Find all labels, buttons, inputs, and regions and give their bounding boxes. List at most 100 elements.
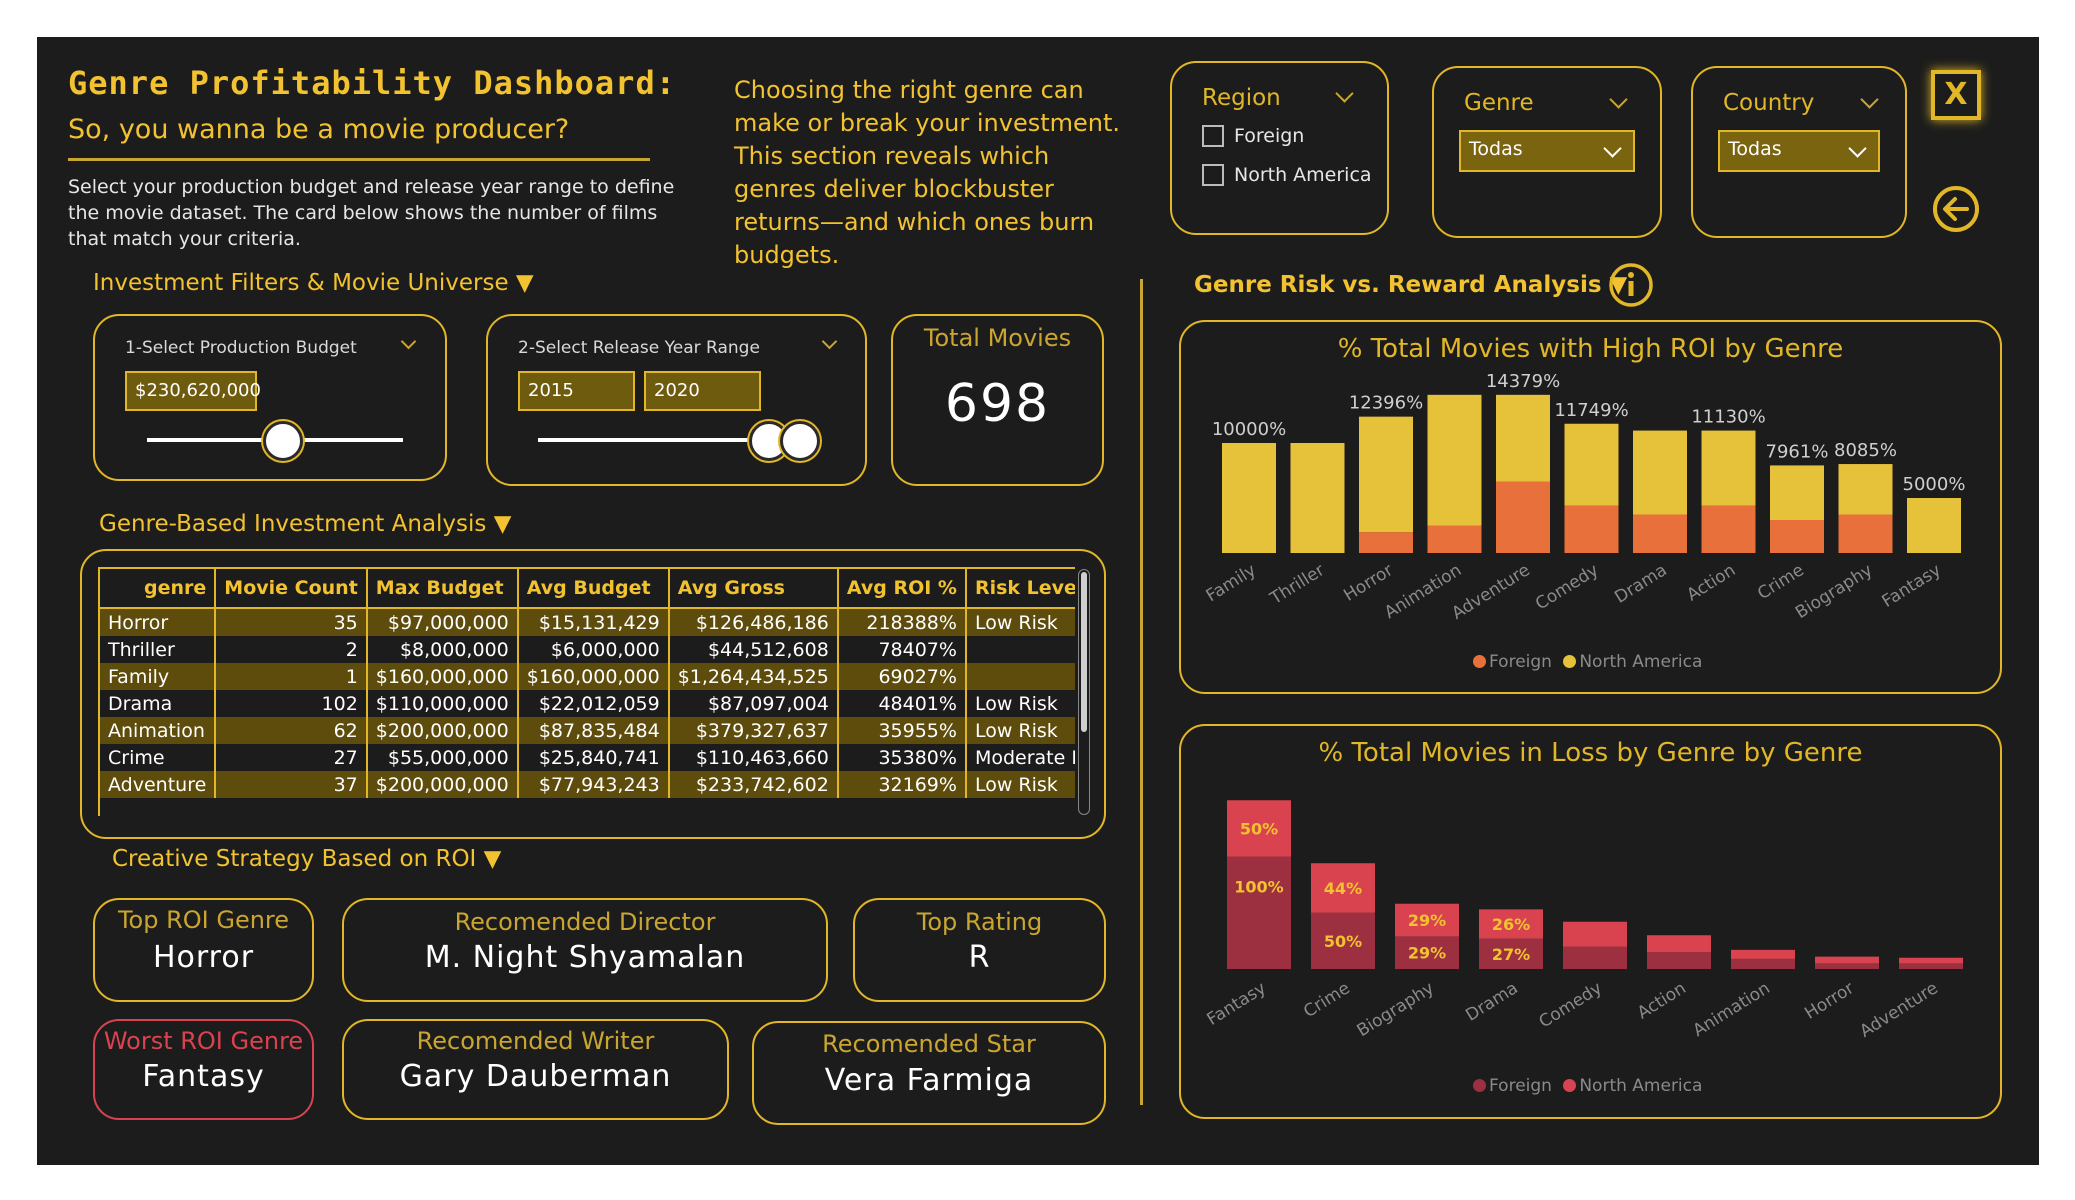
back-arrow-icon — [1933, 186, 1979, 232]
loss-bar-north-america[interactable] — [1647, 935, 1711, 953]
budget-value-field[interactable]: $230,620,000 — [125, 371, 261, 411]
roi-category-label: Drama — [1611, 560, 1670, 607]
table-header-6[interactable]: Risk Level — [965, 569, 1075, 609]
year-to-field[interactable]: 2020 — [644, 371, 761, 411]
loss-bar-north-america[interactable] — [1395, 903, 1459, 937]
strategy-section-title[interactable]: Creative Strategy Based on ROI ▼ — [112, 846, 502, 872]
roi-bar-foreign[interactable] — [1633, 514, 1687, 554]
table-cell: Animation — [100, 717, 217, 744]
star-label: Recomended Star — [822, 1030, 1036, 1058]
legend-na-dot — [1563, 1079, 1577, 1092]
table-row[interactable]: Animation 62 $200,000,000 $87,835,484 $379,3… — [100, 717, 1075, 744]
chevron-down-icon[interactable] — [821, 333, 838, 350]
table-cell: $110,463,660 — [668, 744, 839, 771]
roi-bar-foreign[interactable] — [1564, 505, 1619, 553]
roi-bar-foreign[interactable] — [1427, 525, 1482, 554]
roi-bar-foreign[interactable] — [1359, 532, 1413, 553]
table-scrollbar[interactable] — [1078, 569, 1090, 815]
country-select[interactable]: Todas — [1718, 130, 1880, 172]
year-slider-thumb-to[interactable] — [780, 421, 820, 461]
loss-bar-foreign[interactable] — [1311, 912, 1375, 969]
legend-na-label: North America — [1579, 1076, 1703, 1096]
roi-bar-north-america[interactable] — [1222, 443, 1276, 553]
chevron-down-icon[interactable] — [400, 333, 417, 350]
region-option-foreign[interactable]: Foreign — [1234, 125, 1305, 147]
roi-bar-foreign[interactable] — [1496, 481, 1550, 554]
investment-section-title[interactable]: Investment Filters & Movie Universe ▼ — [93, 270, 534, 296]
table-header-3[interactable]: Avg Budget — [517, 569, 670, 609]
table-row[interactable]: Thriller 2 $8,000,000 $6,000,000 $44,512,608… — [100, 636, 1075, 663]
loss-bar-north-america[interactable] — [1227, 800, 1291, 857]
roi-total-label: 8085% — [1834, 440, 1897, 461]
table-header-0[interactable]: genre — [100, 569, 217, 609]
year-from-field[interactable]: 2015 — [518, 371, 635, 411]
loss-bar-foreign[interactable] — [1647, 952, 1711, 969]
chevron-down-icon[interactable] — [1860, 90, 1879, 109]
checkbox-north-america[interactable] — [1202, 164, 1224, 186]
loss-label-foreign: 50% — [1324, 932, 1362, 951]
genre-select[interactable]: Todas — [1459, 130, 1635, 172]
loss-bar-north-america[interactable] — [1479, 909, 1543, 939]
checkbox-foreign[interactable] — [1202, 125, 1224, 147]
loss-bar-foreign[interactable] — [1227, 856, 1291, 970]
loss-bar-north-america[interactable] — [1815, 956, 1879, 964]
table-section-title[interactable]: Genre-Based Investment Analysis ▼ — [99, 511, 512, 537]
table-row[interactable]: Family 1 $160,000,000 $160,000,000 $1,264,43… — [100, 663, 1075, 690]
roi-bar-north-america[interactable] — [1496, 394, 1550, 482]
loss-bar-north-america[interactable] — [1899, 957, 1963, 964]
back-button[interactable] — [1931, 184, 1981, 238]
table-cell: $55,000,000 — [366, 744, 519, 771]
table-cell: $15,131,429 — [517, 608, 670, 636]
roi-bar-north-america[interactable] — [1427, 394, 1482, 526]
loss-bar-foreign[interactable] — [1899, 963, 1963, 969]
legend-foreign-label: Foreign — [1489, 1076, 1552, 1096]
table-row[interactable]: Crime 27 $55,000,000 $25,840,741 $110,463,66… — [100, 744, 1075, 771]
table-header-1[interactable]: Movie Count — [215, 569, 368, 609]
country-slicer: Country Todas — [1691, 66, 1907, 238]
loss-bar-foreign[interactable] — [1395, 936, 1459, 969]
legend-foreign-label: Foreign — [1489, 652, 1552, 672]
loss-label-north-america: 26% — [1492, 915, 1530, 934]
roi-bar-north-america[interactable] — [1564, 423, 1619, 506]
roi-bar-foreign[interactable] — [1701, 505, 1756, 553]
top-rating-card: Top Rating R — [853, 898, 1106, 1002]
chevron-down-icon[interactable] — [1335, 84, 1354, 103]
year-slider-track[interactable] — [538, 438, 800, 442]
loss-bar-north-america[interactable] — [1311, 863, 1375, 913]
info-icon — [1609, 263, 1653, 307]
page-subtitle: So, you wanna be a movie producer? — [68, 114, 570, 145]
roi-bar-north-america[interactable] — [1359, 416, 1413, 533]
loss-bar-foreign[interactable] — [1479, 938, 1543, 969]
roi-bar-north-america[interactable] — [1838, 464, 1893, 515]
loss-bar-north-america[interactable] — [1563, 921, 1627, 947]
table-cell: 102 — [215, 690, 368, 717]
roi-bar-north-america[interactable] — [1770, 465, 1824, 520]
loss-bar-north-america[interactable] — [1731, 949, 1795, 959]
budget-slider-thumb[interactable] — [262, 421, 303, 461]
info-button[interactable] — [1608, 262, 1654, 312]
table-row[interactable]: Drama 102 $110,000,000 $22,012,059 $87,097,0… — [100, 690, 1075, 717]
table-cell: 62 — [215, 717, 368, 744]
table-scrollbar-thumb[interactable] — [1081, 572, 1087, 732]
loss-bar-foreign[interactable] — [1563, 946, 1627, 970]
roi-bar-north-america[interactable] — [1633, 430, 1687, 515]
roi-bar-north-america[interactable] — [1701, 430, 1756, 506]
risk-section-title[interactable]: Genre Risk vs. Reward Analysis ▼ — [1194, 272, 1628, 298]
loss-bar-foreign[interactable] — [1815, 963, 1879, 969]
close-button[interactable]: X — [1931, 70, 1981, 120]
legend-foreign-dot — [1473, 655, 1486, 668]
chevron-down-icon[interactable] — [1609, 90, 1628, 109]
roi-bar-foreign[interactable] — [1770, 520, 1824, 553]
table-row[interactable]: Horror 35 $97,000,000 $15,131,429 $126,486,1… — [100, 608, 1075, 636]
roi-bar-north-america[interactable] — [1290, 443, 1345, 553]
table-cell: $160,000,000 — [366, 663, 519, 690]
table-row[interactable]: Adventure 37 $200,000,000 $77,943,243 $233,7… — [100, 771, 1075, 798]
roi-bar-foreign[interactable] — [1838, 514, 1893, 554]
table-header-2[interactable]: Max Budget — [366, 569, 519, 609]
table-header-4[interactable]: Avg Gross — [668, 569, 839, 609]
table-header-5[interactable]: Avg ROI % — [837, 569, 967, 609]
roi-bar-north-america[interactable] — [1907, 498, 1961, 553]
region-option-north-america[interactable]: North America — [1234, 164, 1372, 186]
total-movies-card: Total Movies 698 — [891, 314, 1104, 486]
loss-bar-foreign[interactable] — [1731, 958, 1795, 969]
